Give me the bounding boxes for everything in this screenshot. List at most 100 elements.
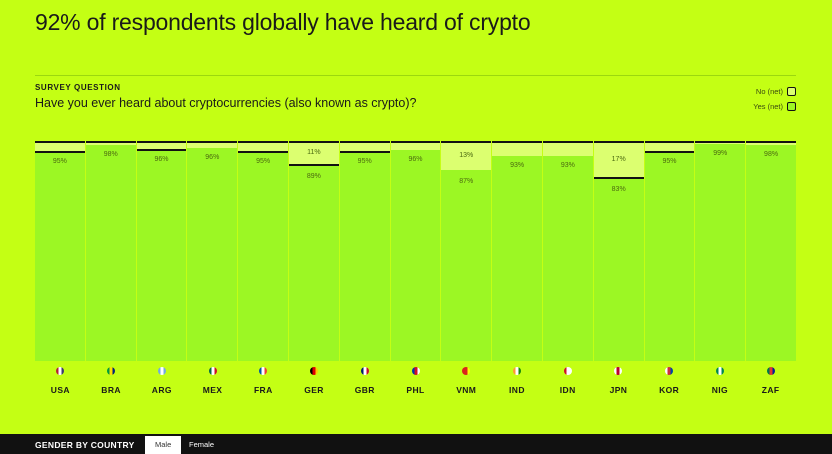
country-label: ZAF xyxy=(761,385,780,395)
chart-top-line xyxy=(390,141,441,143)
x-axis-countries: USA BRA ARG MEX FRA GER GBR PHL VNM IND IDN JPN KOR N… xyxy=(35,363,796,395)
bar-segment-no xyxy=(441,141,492,170)
legend-label: Yes (net) xyxy=(753,102,783,111)
bar-segment-no xyxy=(288,141,339,165)
chart-top-line xyxy=(35,141,85,143)
bar-zaf[interactable]: 98% xyxy=(745,141,796,361)
country-label: JPN xyxy=(609,385,628,395)
bar-segment-yes xyxy=(390,150,441,361)
bar-segment-yes xyxy=(542,156,593,361)
country-label: ARG xyxy=(151,385,172,395)
country-arg: ARG xyxy=(136,363,187,395)
bar-kor[interactable]: 95% xyxy=(643,141,695,361)
survey-question-text: Have you ever heard about cryptocurrenci… xyxy=(35,96,417,110)
legend-item-no[interactable]: No (net) xyxy=(753,84,796,99)
country-vnm: VNM xyxy=(441,363,492,395)
bar-segment-yes xyxy=(238,152,288,361)
country-idn: IDN xyxy=(542,363,593,395)
bar-jpn[interactable]: 17% 83% xyxy=(592,141,644,361)
bar-gbr[interactable]: 95% xyxy=(338,141,390,361)
chart-top-line xyxy=(288,141,339,143)
bar-idn[interactable]: 93% xyxy=(541,141,593,361)
yes-value-label: 98% xyxy=(103,151,118,158)
flag-ind-icon xyxy=(512,367,521,375)
country-label: KOR xyxy=(659,385,680,395)
country-nig: NIG xyxy=(695,363,746,395)
flag-jpn-icon xyxy=(614,367,623,375)
bar-segment-yes xyxy=(441,170,492,361)
bar-vnm[interactable]: 13% 87% xyxy=(440,141,492,361)
yes-value-label: 95% xyxy=(662,158,677,165)
country-label: IDN xyxy=(559,385,576,395)
country-label: GER xyxy=(304,385,324,395)
legend-swatch-no-icon xyxy=(787,87,796,96)
bar-segment-yes xyxy=(339,152,390,361)
country-label: GBR xyxy=(354,385,375,395)
country-ind: IND xyxy=(492,363,543,395)
country-label: FRA xyxy=(253,385,273,395)
chart-top-line xyxy=(695,141,746,143)
bar-fra[interactable]: 95% xyxy=(237,141,288,361)
bar-segment-yes xyxy=(35,152,85,361)
country-label: USA xyxy=(50,385,70,395)
bar-segment-yes xyxy=(136,150,187,361)
divider-line xyxy=(644,151,695,153)
bar-segment-no xyxy=(136,141,187,150)
flag-bra-icon xyxy=(107,367,116,375)
flag-nig-icon xyxy=(715,367,724,375)
flag-phl-icon xyxy=(411,367,420,375)
flag-kor-icon xyxy=(665,367,674,375)
bar-segment-no xyxy=(542,141,593,156)
bar-segment-yes xyxy=(644,152,695,361)
no-value-label: 17% xyxy=(611,155,626,163)
flag-ger-icon xyxy=(310,367,319,375)
yes-value-label: 98% xyxy=(764,151,779,158)
bar-nig[interactable]: 99% xyxy=(694,141,746,361)
bar-segment-no xyxy=(390,141,441,150)
country-label: PHL xyxy=(406,385,425,395)
chart-top-line xyxy=(593,141,644,143)
country-usa: USA xyxy=(35,363,86,395)
yes-value-label: 95% xyxy=(256,158,271,165)
bar-arg[interactable]: 96% xyxy=(135,141,187,361)
country-zaf: ZAF xyxy=(745,363,796,395)
yes-value-label: 95% xyxy=(52,158,67,165)
bar-ind[interactable]: 93% xyxy=(491,141,542,361)
bar-segment-yes xyxy=(492,156,542,361)
divider-line xyxy=(136,149,187,151)
flag-fra-icon xyxy=(259,367,268,375)
no-value-label: 11% xyxy=(307,149,321,156)
divider-line xyxy=(593,177,644,179)
bar-segment-no xyxy=(593,141,644,178)
chart-top-line xyxy=(238,141,288,143)
chart-top-line xyxy=(746,141,796,143)
tab-female[interactable]: Female xyxy=(189,440,215,449)
chart-top-line xyxy=(85,141,136,143)
divider xyxy=(35,75,796,76)
bar-usa[interactable]: 95% xyxy=(35,141,85,361)
bar-segment-no xyxy=(85,141,136,145)
bar-segment-yes xyxy=(187,148,238,361)
flag-idn-icon xyxy=(563,367,572,375)
legend-item-yes[interactable]: Yes (net) xyxy=(753,99,796,114)
bar-mex[interactable]: 96% xyxy=(186,141,238,361)
bar-segment-no xyxy=(238,141,288,152)
yes-value-label: 87% xyxy=(459,178,474,185)
bar-segment-no xyxy=(644,141,695,152)
tab-male[interactable]: Male xyxy=(145,436,182,454)
country-jpn: JPN xyxy=(593,363,644,395)
legend-swatch-yes-icon xyxy=(787,102,796,111)
bar-segment-yes xyxy=(593,178,644,361)
bar-ger[interactable]: 11% 89% xyxy=(287,141,339,361)
bar-bra[interactable]: 98% xyxy=(84,141,136,361)
yes-value-label: 96% xyxy=(408,156,423,163)
bar-phl[interactable]: 96% xyxy=(389,141,441,361)
country-phl: PHL xyxy=(390,363,441,395)
no-value-label: 13% xyxy=(459,151,474,159)
yes-value-label: 99% xyxy=(713,150,728,157)
yes-value-label: 93% xyxy=(510,162,525,169)
footer-bar: GENDER BY COUNTRY Male Female xyxy=(0,434,832,454)
yes-value-label: 89% xyxy=(306,173,321,180)
chart-top-line xyxy=(339,141,390,143)
country-label: VNM xyxy=(456,385,477,395)
